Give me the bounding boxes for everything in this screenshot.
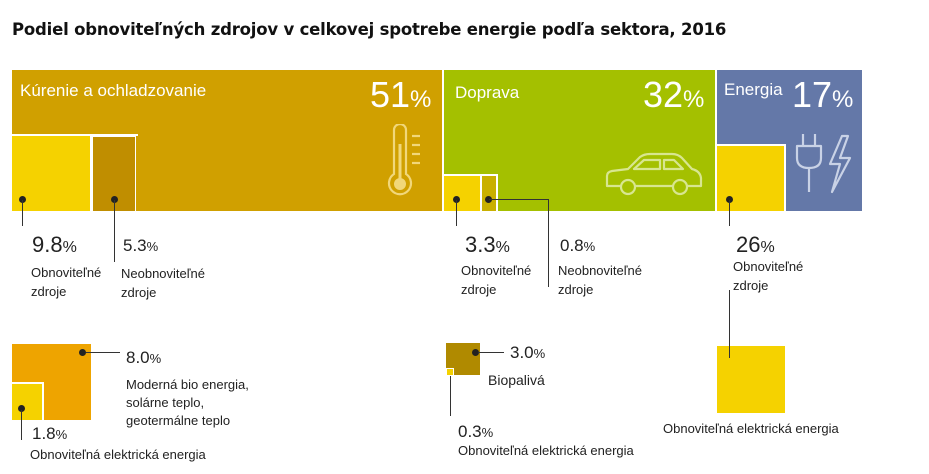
energy-sector-label: Energia <box>724 80 783 99</box>
heating-elec-square <box>12 382 44 420</box>
heating-elec-label: Obnoviteľná elektrická energia <box>30 447 206 462</box>
energy-elec-square <box>717 346 785 413</box>
energy-renewable-dot <box>726 196 733 203</box>
transport-biofuel-label: Biopalivá <box>488 372 545 388</box>
energy-renewable-label: Obnoviteľné zdroje <box>733 259 804 293</box>
transport-elec-value: 0.3% <box>458 422 494 441</box>
car-icon <box>605 152 703 196</box>
energy-elec-label: Obnoviteľná elektrická energia <box>663 421 839 436</box>
thermometer-icon <box>387 124 420 196</box>
heating-sector-share: 51% <box>370 74 432 115</box>
heating-renewable-value: 9.8% <box>32 232 77 257</box>
heating-elec-dot <box>18 405 25 412</box>
energy-sector-share: 17% <box>792 74 854 115</box>
transport-renewable-label: Obnoviteľné zdroje <box>461 263 532 297</box>
chart-title: Podiel obnoviteľných zdrojov v celkovej … <box>12 20 727 39</box>
energy-renewable-value: 26% <box>736 232 775 257</box>
heating-bio-value: 8.0% <box>126 348 162 367</box>
heating-nonrenewable-value: 5.3% <box>123 236 159 255</box>
heating-renewable-dot <box>19 196 26 203</box>
heating-sector-label: Kúrenie a ochladzovanie <box>20 81 207 100</box>
heating-bio-dot <box>79 349 86 356</box>
transport-elec-label: Obnoviteľná elektrická energia <box>458 443 634 458</box>
heating-nonrenewable-dot <box>111 196 118 203</box>
transport-nonrenewable-label: Neobnoviteľné zdroje <box>558 263 643 297</box>
transport-sector-label: Doprava <box>455 83 520 102</box>
heating-elec-value: 1.8% <box>32 424 68 443</box>
transport-sector-share: 32% <box>643 74 705 115</box>
transport-elec-square <box>446 368 454 376</box>
transport-nonrenewable-square <box>482 174 496 211</box>
transport-biofuel-value: 3.0% <box>510 343 546 362</box>
transport-nonrenewable-dot <box>485 196 492 203</box>
transport-renewable-square <box>444 174 480 211</box>
transport-biofuel-dot <box>472 349 479 356</box>
transport-renewable-value: 3.3% <box>465 232 510 257</box>
heating-bio-label: Moderná bio energia, solárne teplo, geot… <box>126 377 249 428</box>
heating-renewable-label: Obnoviteľné zdroje <box>31 265 102 299</box>
transport-nonrenewable-value: 0.8% <box>560 236 596 255</box>
heating-nonrenewable-label: Neobnoviteľné zdroje <box>121 266 206 300</box>
plug-lightning-icon <box>795 134 852 194</box>
transport-renewable-dot <box>453 196 460 203</box>
